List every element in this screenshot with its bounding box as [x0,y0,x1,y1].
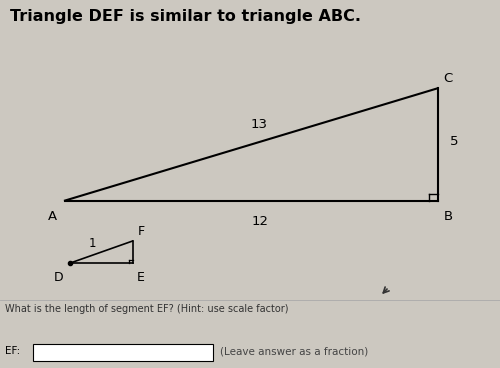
Text: (Leave answer as a fraction): (Leave answer as a fraction) [220,346,368,357]
Text: What is the length of segment EF? (Hint: use scale factor): What is the length of segment EF? (Hint:… [5,304,288,314]
Text: C: C [444,72,453,85]
Text: B: B [444,210,452,223]
Text: E: E [136,271,144,284]
Text: EF:: EF: [5,346,20,357]
Text: 5: 5 [450,135,458,148]
FancyBboxPatch shape [32,344,212,361]
Text: 1: 1 [89,237,96,250]
Text: 13: 13 [250,118,268,131]
Text: F: F [138,225,144,238]
Text: Triangle DEF is similar to triangle ABC.: Triangle DEF is similar to triangle ABC. [10,9,361,24]
Text: D: D [54,271,64,284]
Text: 12: 12 [252,215,268,228]
Text: A: A [48,210,57,223]
